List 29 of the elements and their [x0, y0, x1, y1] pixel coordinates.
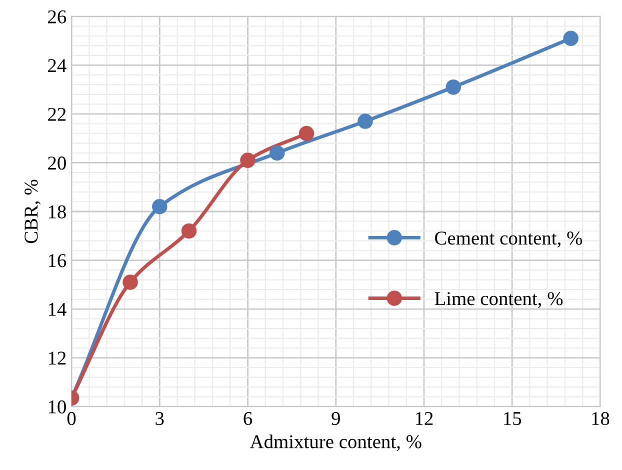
y-tick-label: 22: [48, 108, 66, 121]
x-tick-label: 9: [332, 412, 340, 426]
legend-label: Lime content, %: [434, 292, 563, 308]
x-axis-title: Admixture content, %: [250, 434, 422, 452]
point: [358, 114, 373, 129]
point: [446, 80, 462, 95]
y-tick-label: 10: [48, 400, 66, 414]
y-axis-title: CBR, %: [24, 180, 41, 244]
point: [122, 274, 138, 290]
y-tick-label: 16: [48, 254, 66, 268]
y-tick-label: 20: [48, 156, 66, 170]
x-tick-label: 18: [592, 412, 610, 426]
y-tick-label: 26: [48, 10, 66, 24]
point: [181, 223, 197, 239]
x-tick-label: 12: [416, 412, 433, 425]
y-tick-label: 14: [48, 302, 66, 316]
legend-label: Cement content, %: [435, 232, 582, 248]
x-tick-label: 15: [504, 412, 522, 426]
x-tick-label: 6: [244, 412, 252, 426]
y-tick-label: 12: [48, 352, 66, 365]
point: [152, 198, 168, 214]
x-tick-label: 3: [156, 412, 164, 426]
point: [298, 126, 314, 142]
y-tick-label: 18: [48, 205, 66, 218]
point: [269, 145, 285, 161]
point: [563, 30, 578, 46]
point: [240, 152, 256, 168]
x-tick-label: 0: [67, 412, 76, 426]
y-tick-label: 24: [48, 59, 66, 72]
